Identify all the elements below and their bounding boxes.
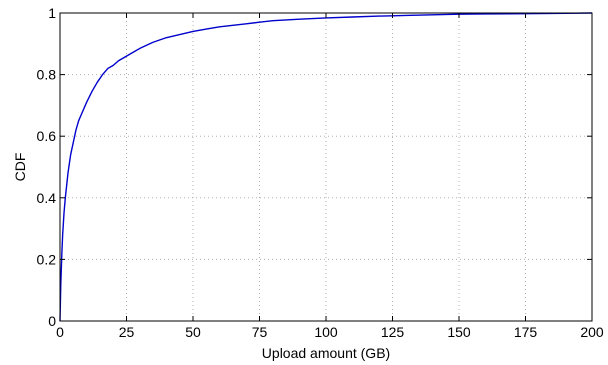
y-tick-label: 0.6 xyxy=(37,128,57,144)
x-tick-label: 125 xyxy=(381,324,405,340)
grid xyxy=(60,13,592,321)
y-axis-label: CDF xyxy=(12,153,28,182)
y-tick-label: 0.4 xyxy=(37,190,57,206)
x-tick-label: 0 xyxy=(56,324,64,340)
x-tick-label: 100 xyxy=(314,324,338,340)
x-tick-label: 75 xyxy=(252,324,268,340)
x-tick-label: 200 xyxy=(580,324,604,340)
cdf-series-line xyxy=(59,12,593,322)
x-axis-label: Upload amount (GB) xyxy=(262,345,390,361)
x-tick-label: 50 xyxy=(185,324,201,340)
ticks: 0 25 50 75 100 125 150 175 200 0 0.2 0.4 0.6 0.8 1 xyxy=(37,5,604,340)
x-tick-label: 150 xyxy=(447,324,471,340)
x-tick-label: 25 xyxy=(119,324,135,340)
y-tick-label: 1 xyxy=(48,5,56,21)
x-tick-label: 175 xyxy=(514,324,538,340)
series-layer xyxy=(59,12,593,322)
axes-box xyxy=(59,12,593,322)
y-tick-label: 0.8 xyxy=(37,67,57,83)
y-tick-label: 0 xyxy=(48,313,56,329)
y-tick-label: 0.2 xyxy=(37,251,57,267)
